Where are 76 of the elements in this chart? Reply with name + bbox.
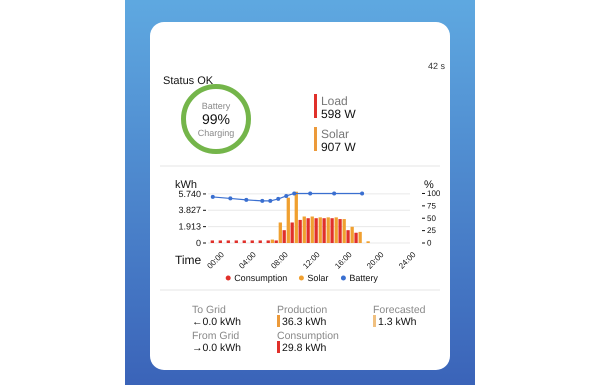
legend-label: Consumption <box>234 273 288 283</box>
text: →0.0 kWh <box>192 342 242 354</box>
text: 42 s <box>428 61 446 71</box>
y2-tick-label: 0 <box>427 238 432 248</box>
text: Consumption <box>277 330 340 342</box>
x-axis-title: Time <box>175 253 202 267</box>
point <box>268 198 272 203</box>
text: Load <box>321 94 348 108</box>
text: From Grid <box>192 330 240 342</box>
bar <box>326 217 330 243</box>
point <box>292 191 296 196</box>
text: Solar <box>321 127 350 141</box>
legend-label: Battery <box>349 273 378 283</box>
bar <box>278 222 282 243</box>
y2-tick-label: 100 <box>427 189 441 198</box>
point <box>276 196 280 201</box>
y-tick-label: 3.827 <box>178 205 201 216</box>
bar <box>334 217 338 243</box>
bar <box>306 218 310 243</box>
legend-label: Solar <box>307 273 328 283</box>
point <box>210 194 215 199</box>
bar <box>318 217 322 243</box>
y2-tick-label: 50 <box>427 214 436 223</box>
y-tick-label: 0 <box>196 238 201 248</box>
text: 36.3 kWh <box>282 316 327 328</box>
bar <box>322 218 326 243</box>
bar <box>258 240 262 243</box>
bar <box>286 198 290 243</box>
bar <box>358 232 362 243</box>
text: To Grid <box>192 304 226 316</box>
bar <box>270 240 274 243</box>
bar <box>294 192 298 243</box>
y-axis-title: kWh <box>175 179 197 191</box>
bar <box>242 240 246 243</box>
y-tick-label: 1.913 <box>178 222 201 232</box>
bar <box>354 232 358 243</box>
text: ←0.0 kWh <box>192 316 242 328</box>
bar <box>338 219 342 243</box>
bar <box>282 230 286 243</box>
point <box>332 191 336 196</box>
point <box>360 191 364 196</box>
text: 1.3 kWh <box>378 316 417 328</box>
point <box>244 198 248 202</box>
bar <box>266 240 270 243</box>
point <box>228 196 232 200</box>
bar <box>342 219 346 243</box>
bar <box>274 240 278 243</box>
bar <box>210 240 214 243</box>
y2-tick-label: 25 <box>427 226 436 236</box>
text: 29.8 kWh <box>282 342 327 354</box>
bar <box>234 240 238 243</box>
bar <box>350 226 354 243</box>
y2-axis-title: % <box>424 179 434 191</box>
bar <box>298 220 302 243</box>
text: Charging <box>198 128 234 138</box>
bar <box>314 218 318 243</box>
text: Forecasted <box>373 304 426 316</box>
point <box>284 194 288 198</box>
text: Battery <box>202 101 231 111</box>
bar <box>330 218 334 243</box>
bar <box>290 222 294 243</box>
bar <box>250 240 254 243</box>
point <box>308 191 312 196</box>
bar <box>310 216 314 243</box>
bar <box>218 240 222 243</box>
y-tick-label: 5.740 <box>178 188 201 199</box>
text: 907 W <box>321 140 356 154</box>
point <box>260 198 264 203</box>
text: 598 W <box>321 107 356 121</box>
bar <box>226 240 230 243</box>
y2-tick-label: 75 <box>427 201 436 210</box>
text: Production <box>277 304 328 316</box>
bar <box>346 230 350 243</box>
text: 99% <box>202 111 230 127</box>
bar <box>302 216 306 243</box>
text: Status OK <box>163 75 214 87</box>
